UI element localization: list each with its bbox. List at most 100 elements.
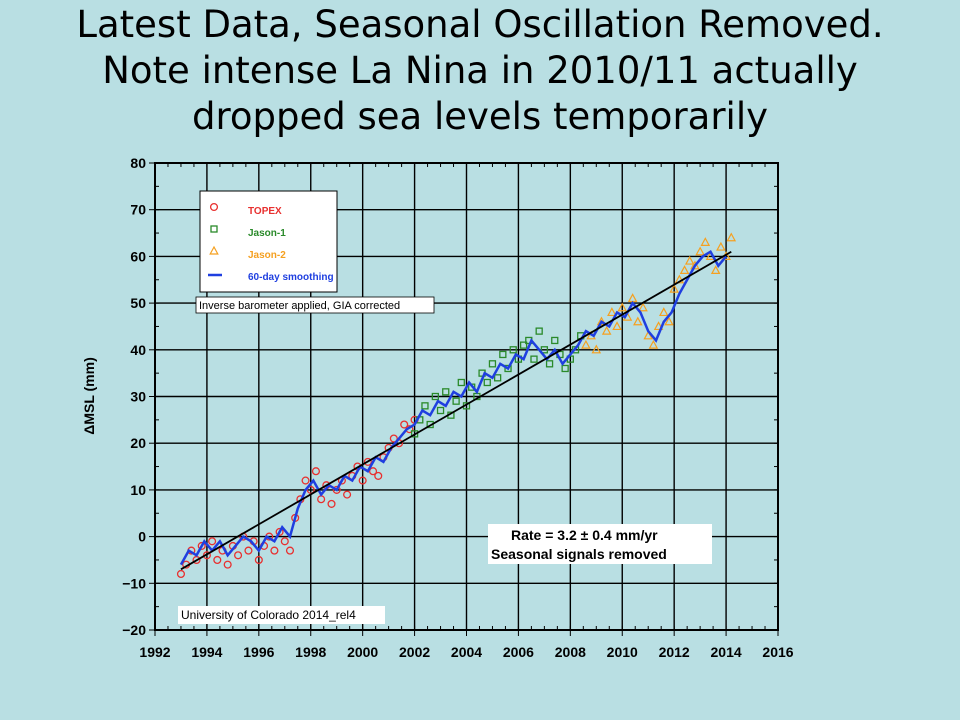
x-tick-label: 2004 — [451, 644, 482, 660]
y-tick-label: 60 — [130, 248, 146, 264]
topex-point — [368, 467, 378, 476]
jason-1-point — [509, 346, 517, 354]
y-tick-labels: −20 −10 0 10 20 30 40 50 60 70 80 — [122, 155, 146, 638]
jason-2-point — [648, 339, 659, 349]
y-tick-label: 30 — [130, 389, 146, 405]
y-tick-label: −10 — [122, 575, 146, 591]
jason-1-point — [493, 374, 502, 382]
jason-2-point — [581, 339, 591, 349]
jason-2-point — [633, 316, 643, 326]
topex-point — [176, 569, 186, 579]
rate-box — [488, 524, 712, 564]
topex-point — [208, 537, 217, 546]
jason-2-point — [669, 283, 679, 293]
y-tick-label: −20 — [122, 622, 146, 638]
slide-title: Latest Data, Seasonal Oscillation Remove… — [0, 2, 960, 140]
jason-2-point — [612, 321, 622, 331]
credit-box — [178, 606, 385, 624]
jason-1-point — [504, 364, 512, 373]
jason-1-point — [551, 336, 559, 345]
topex-point — [301, 476, 310, 485]
legend-jason-2-label: Jason-2 — [248, 250, 286, 261]
x-tick-label: 1998 — [295, 644, 326, 660]
topex-point — [254, 555, 263, 564]
title-line-1: Latest Data, Seasonal Oscillation Remove… — [76, 3, 884, 46]
jason-1-point — [421, 402, 429, 410]
x-tick-label: 1994 — [191, 644, 222, 660]
topex-point — [244, 546, 253, 555]
jason-1-point — [457, 378, 465, 387]
y-tick-label: 10 — [130, 482, 146, 498]
x-tick-label: 2008 — [555, 644, 586, 660]
title-line-2: Note intense La Nina in 2010/11 actually — [102, 49, 858, 92]
jason-1-point — [442, 388, 450, 396]
jason-2-point — [679, 265, 690, 275]
plot-frame — [154, 162, 779, 631]
jason-2-point — [658, 307, 669, 317]
jason-1-point — [499, 350, 507, 359]
jason-2-point — [596, 316, 607, 326]
jason-2-point — [674, 274, 685, 284]
topex-point — [197, 541, 206, 550]
x-tick-labels: 1992 1994 1996 1998 2000 2002 2004 2006 2008 2010… — [139, 644, 793, 660]
topex-point — [275, 527, 284, 536]
topex-point — [400, 420, 409, 429]
topex-point — [343, 490, 352, 499]
jason-2-point — [726, 232, 737, 242]
topex-point — [327, 499, 336, 508]
legend-jason-1-swatch — [210, 225, 218, 233]
x-tick-label: 2006 — [503, 644, 534, 660]
x-tick-label: 2002 — [399, 644, 430, 660]
jason-1-point — [436, 406, 445, 415]
title-line-3: dropped sea levels temporarily — [192, 95, 768, 138]
jason-2-point — [601, 325, 612, 335]
trend-line — [180, 250, 732, 571]
jason-2-point — [607, 307, 617, 317]
seasonal-note: Seasonal signals removed — [491, 546, 667, 562]
jason-2-point — [684, 255, 695, 265]
x-tick-label: 2000 — [347, 644, 378, 660]
jason-1-point — [483, 378, 491, 387]
jason-2-point — [695, 246, 705, 256]
rate-note: Rate = 3.2 ± 0.4 mm/yr — [511, 527, 658, 543]
legend-topex-swatch — [209, 202, 219, 212]
x-tick-label: 2012 — [659, 644, 690, 660]
jason-1-point — [530, 355, 538, 363]
topex-point — [374, 471, 383, 480]
jason-2-point — [638, 302, 648, 312]
topex-point — [363, 457, 372, 466]
y-tick-label: 70 — [130, 202, 146, 218]
x-tick-label: 2010 — [607, 644, 638, 660]
y-tick-label: 40 — [130, 342, 146, 358]
legend-topex-label: TOPEX — [248, 206, 282, 217]
jason-2-point — [653, 321, 664, 331]
topex-point — [332, 485, 341, 494]
jason-1-point — [540, 346, 549, 354]
topex-point — [270, 546, 279, 555]
jason-1-point — [488, 360, 497, 368]
topex-point — [213, 555, 222, 564]
topex-point — [306, 485, 315, 494]
y-tick-label: 50 — [130, 295, 146, 311]
x-tick-label: 1996 — [243, 644, 274, 660]
jason-1-point — [519, 341, 528, 349]
legend-box — [199, 190, 338, 293]
jason-2-point — [617, 302, 628, 312]
credit-note: University of Colorado 2014_rel4 — [181, 608, 356, 622]
topex-point — [234, 551, 243, 560]
barometer-box — [195, 296, 435, 314]
y-axis-label: ΔMSL (mm) — [81, 357, 97, 434]
jason-1-point — [545, 360, 554, 368]
jason-1-point — [410, 430, 419, 438]
legend-60-day-smoothing-label: 60-day smoothing — [248, 272, 334, 283]
x-tick-label: 2016 — [762, 644, 793, 660]
jason-1-point — [535, 327, 543, 335]
jason-2-point — [664, 316, 674, 326]
x-tick-label: 2014 — [711, 644, 742, 660]
x-tick-label: 1992 — [139, 644, 170, 660]
topex-point — [311, 467, 320, 476]
topex-point — [280, 537, 289, 546]
jason-2-point — [591, 344, 602, 354]
jason-2-point — [710, 265, 721, 275]
